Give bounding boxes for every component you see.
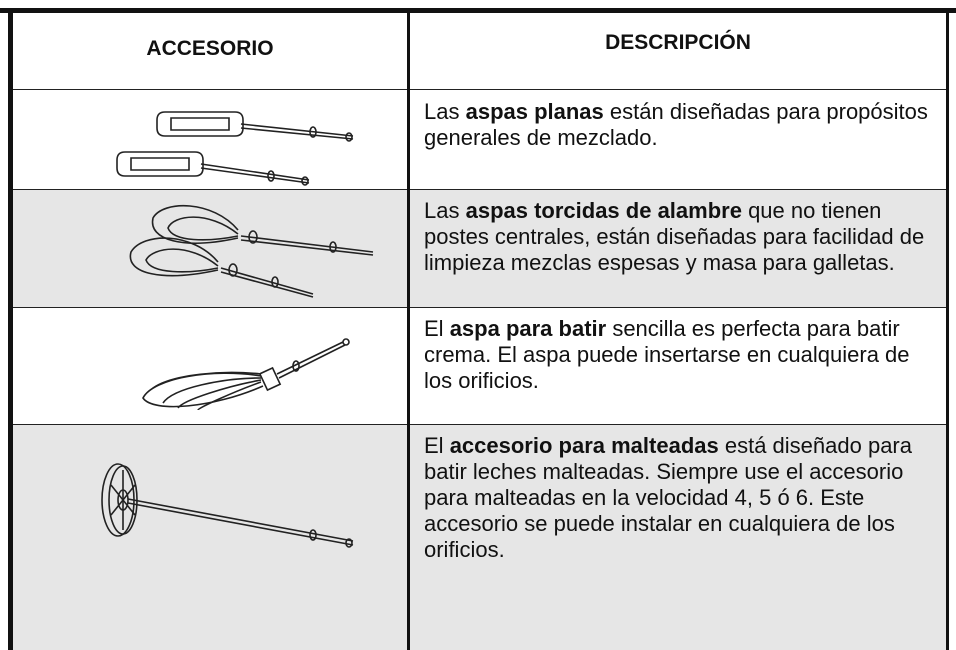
bold-text: aspas planas (465, 99, 604, 124)
table-row (13, 308, 946, 425)
bold-text: aspa para batir (449, 316, 607, 341)
flat-beaters-illustration (13, 90, 407, 190)
description: Las aspas planas están diseñadas para pr… (424, 99, 942, 151)
text: El (424, 316, 450, 341)
description: El aspa para batir sencilla es perfecta … (424, 316, 942, 394)
left-border (8, 8, 13, 650)
column-header: ACCESORIO (146, 37, 274, 60)
header-row (13, 13, 946, 90)
bold-text: aspas torcidas de alambre (465, 198, 742, 223)
top-border (0, 8, 956, 13)
table-row (13, 90, 946, 190)
text: está diseña­do para batir leches maltead… (424, 433, 912, 562)
icon (116, 111, 354, 186)
text: Las (424, 198, 466, 223)
text: Las (424, 99, 466, 124)
milkshake-attachment-illustration (13, 425, 407, 640)
icon (101, 463, 354, 548)
bold-text: accesorio para malteadas (449, 433, 719, 458)
icon (142, 338, 350, 411)
table-row (13, 425, 946, 650)
right-border (946, 8, 949, 650)
text: sencilla es perfecta para batir crema. E… (424, 316, 910, 393)
text: están diseñadas para propósitos generale… (424, 99, 928, 150)
description: El accesorio para malteadas está diseña­… (424, 433, 942, 563)
wire-beaters-illustration (13, 190, 407, 308)
text: que no tienen postes centrales, están di… (424, 198, 925, 275)
whisk-illustration (13, 308, 407, 425)
description: Las aspas torcidas de alambre que no tie… (424, 198, 942, 276)
column-header: DESCRIPCIÓN (605, 31, 751, 54)
text: El (424, 433, 450, 458)
icon (129, 204, 374, 298)
column-divider (407, 8, 410, 650)
